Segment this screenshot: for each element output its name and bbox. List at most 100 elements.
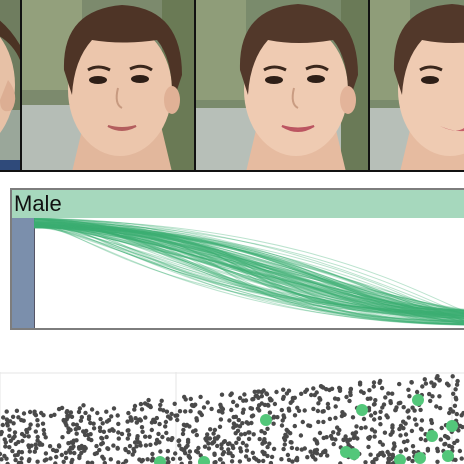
scatter-point[interactable] [442,442,447,447]
scatter-point[interactable] [322,449,327,454]
scatter-point[interactable] [325,453,330,458]
scatter-point[interactable] [281,394,286,400]
scatter-point[interactable] [12,430,18,435]
scatter-point[interactable] [457,448,463,454]
scatter-point[interactable] [272,401,278,407]
scatter-point[interactable] [63,455,69,461]
scatter-highlight-point[interactable] [260,414,272,426]
scatter-point[interactable] [35,418,40,423]
scatter-point[interactable] [165,448,171,454]
scatter-point[interactable] [27,457,32,462]
scatter-point[interactable] [211,431,216,436]
scatter-point[interactable] [19,456,24,461]
scatter-point[interactable] [397,426,402,432]
scatter-point[interactable] [39,442,45,447]
scatter-point[interactable] [403,421,408,426]
scatter-point[interactable] [194,416,199,421]
scatter-point[interactable] [298,433,304,438]
scatter-point[interactable] [188,409,193,414]
scatter-point[interactable] [333,415,338,421]
scatter-point[interactable] [10,414,16,419]
scatter-point[interactable] [194,432,199,438]
scatter-point[interactable] [423,438,428,443]
scatter-point[interactable] [233,431,238,436]
scatter-point[interactable] [4,409,9,414]
scatter-point[interactable] [261,388,266,393]
scatter-point[interactable] [455,378,460,384]
scatter-point[interactable] [104,434,109,440]
scatter-point[interactable] [187,424,192,429]
scatter-point[interactable] [42,431,47,437]
scatter-point[interactable] [368,413,374,418]
scatter-point[interactable] [54,454,59,460]
scatter-point[interactable] [116,460,121,464]
scatter-point[interactable] [71,438,77,443]
scatter-point[interactable] [307,423,313,429]
scatter-point[interactable] [91,421,96,426]
scatter-point[interactable] [444,381,450,386]
scatter-point[interactable] [27,409,33,415]
scatter-point[interactable] [398,449,404,454]
scatter-point[interactable] [231,399,236,405]
scatter-point[interactable] [299,391,304,396]
scatter-point[interactable] [76,409,82,415]
scatter-point[interactable] [217,424,223,429]
scatter-point[interactable] [146,403,152,408]
scatter-point[interactable] [380,405,385,410]
scatter-point[interactable] [166,437,171,442]
scatter-point[interactable] [388,399,393,404]
scatter-point[interactable] [452,403,458,408]
scatter-point[interactable] [279,407,284,413]
scatter-point[interactable] [221,450,227,455]
scatter-point[interactable] [262,450,267,456]
scatter-point[interactable] [150,451,155,457]
scatter-point[interactable] [250,450,255,455]
scatter-point[interactable] [98,416,103,422]
scatter-point[interactable] [401,426,406,431]
scatter-point[interactable] [168,416,173,421]
scatter-point[interactable] [154,437,160,443]
scatter-point[interactable] [185,443,190,448]
scatter-point[interactable] [455,438,460,443]
scatter-point[interactable] [279,457,284,462]
scatter-point[interactable] [146,397,151,403]
scatter-point[interactable] [16,449,22,455]
scatter-point[interactable] [4,417,10,422]
scatter-point[interactable] [246,457,252,462]
scatter-point[interactable] [101,429,107,434]
scatter-point[interactable] [95,410,100,416]
scatter-highlight-point[interactable] [356,404,368,416]
scatter-point[interactable] [126,428,131,433]
scatter-point[interactable] [81,403,86,408]
scatter-point[interactable] [459,456,464,461]
scatter-point[interactable] [219,408,224,414]
scatter-point[interactable] [16,460,22,464]
scatter-point[interactable] [205,400,210,405]
scatter-point[interactable] [196,445,201,451]
scatter-point[interactable] [135,436,140,441]
scatter-point[interactable] [302,408,307,413]
scatter-point[interactable] [397,381,402,387]
scatter-point[interactable] [190,429,196,434]
scatter-point[interactable] [255,389,261,394]
scatter-point[interactable] [386,456,391,461]
scatter-point[interactable] [303,389,308,394]
scatter-point[interactable] [212,452,217,457]
scatter-highlight-point[interactable] [442,450,454,462]
scatter-point[interactable] [12,434,17,439]
scatter-point[interactable] [363,460,368,464]
scatter-point[interactable] [86,416,92,422]
scatter-point[interactable] [451,391,456,396]
scatter-point[interactable] [57,444,62,449]
scatter-point[interactable] [66,441,71,446]
scatter-point[interactable] [35,423,40,428]
scatter-point[interactable] [290,395,296,401]
scatter-point[interactable] [188,396,193,402]
scatter-point[interactable] [229,459,235,464]
scatter-point[interactable] [202,444,208,449]
scatter-point[interactable] [438,405,443,411]
scatter-point[interactable] [366,435,371,441]
scatter-point[interactable] [377,439,383,445]
scatter-point[interactable] [43,435,48,440]
scatter-point[interactable] [173,451,178,456]
